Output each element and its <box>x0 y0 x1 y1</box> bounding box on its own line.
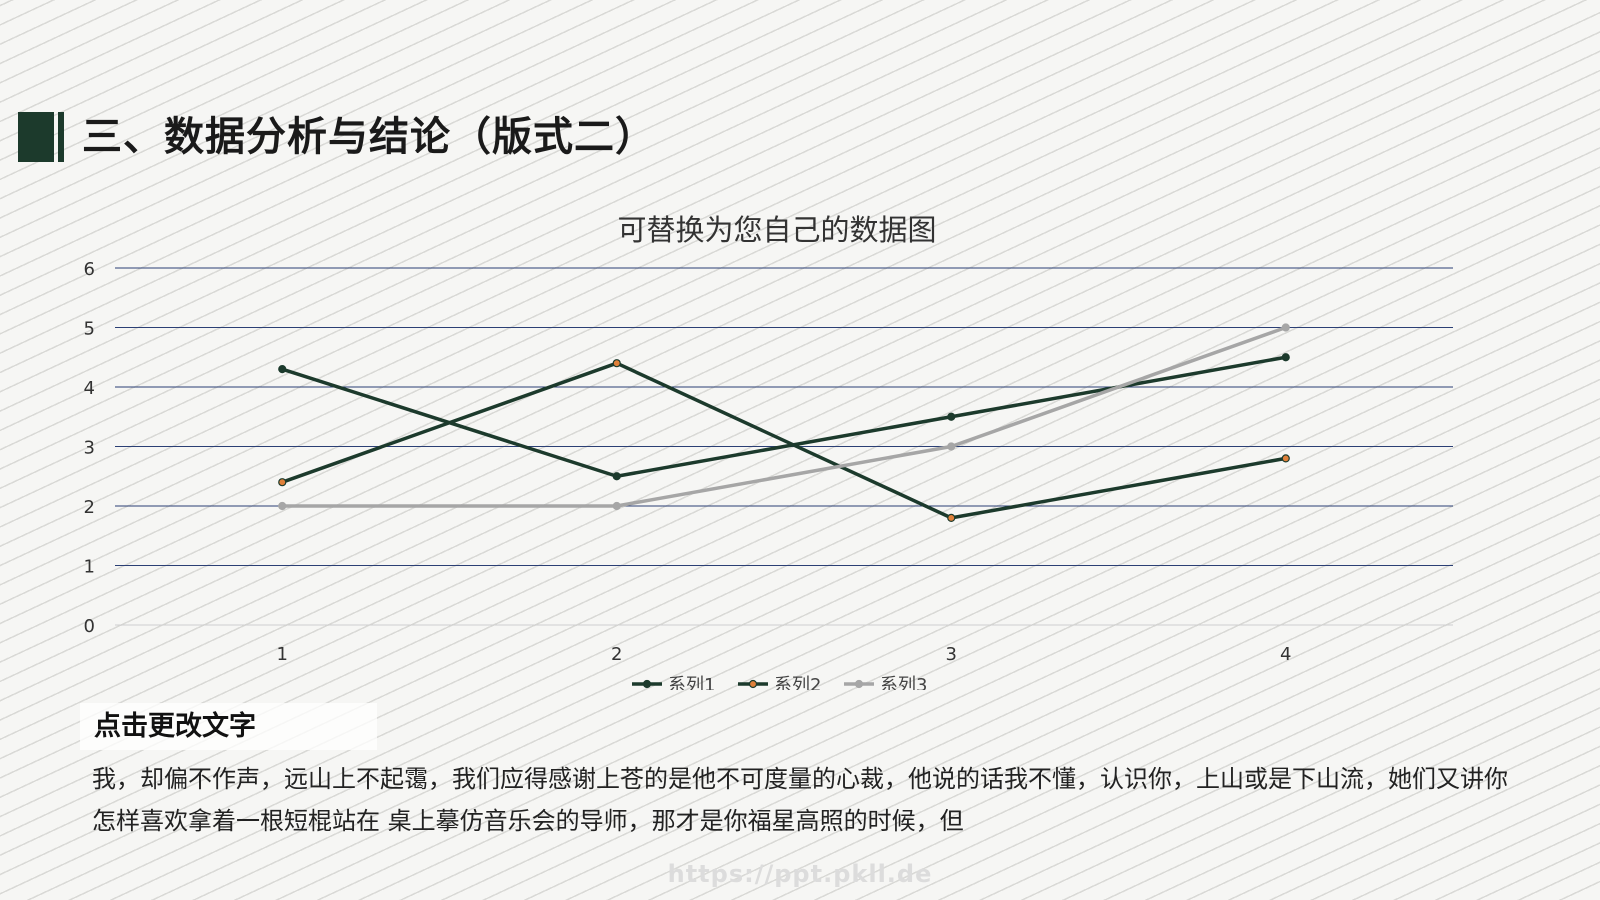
legend-item: 系列1 <box>632 675 715 690</box>
x-tick-label: 2 <box>611 644 622 665</box>
data-point <box>612 359 621 368</box>
data-point <box>1281 353 1290 362</box>
y-tick-label: 2 <box>84 497 95 518</box>
series-line <box>281 361 1287 520</box>
title-accent-block <box>18 112 54 162</box>
legend-item: 系列3 <box>844 675 927 690</box>
data-point <box>612 472 621 481</box>
data-point <box>278 501 287 511</box>
series-lines <box>278 323 1290 523</box>
data-point <box>1281 454 1290 463</box>
data-point <box>947 412 956 421</box>
y-tick-label: 0 <box>84 616 95 637</box>
y-tick-label: 5 <box>84 319 95 340</box>
title-accent-stripe <box>58 112 64 162</box>
page-title: 三、数据分析与结论（版式二） <box>82 114 656 160</box>
legend-label: 系列3 <box>880 675 927 690</box>
line-chart: 可替换为您自己的数据图 0 1 2 3 4 5 6 1 2 3 4 系列1 系列2 系列3 <box>84 213 1453 690</box>
data-point <box>947 442 956 451</box>
series-1 <box>278 353 1290 481</box>
data-point <box>612 501 621 511</box>
subheading[interactable]: 点击更改文字 <box>94 711 256 742</box>
series-line <box>281 355 1287 478</box>
y-tick-label: 4 <box>84 378 95 399</box>
legend-marker <box>748 679 758 689</box>
title-bar: 三、数据分析与结论（版式二） <box>18 112 656 162</box>
series-line <box>282 325 1287 508</box>
legend-label: 系列2 <box>774 675 821 690</box>
x-axis-ticks: 1 2 3 4 <box>277 644 1292 665</box>
legend-item: 系列2 <box>738 675 821 690</box>
legend-label: 系列1 <box>668 675 715 690</box>
x-tick-label: 4 <box>1280 644 1291 665</box>
series-2 <box>278 359 1290 523</box>
x-tick-label: 3 <box>946 644 957 665</box>
watermark: https://ppt.pkll.de <box>667 860 933 888</box>
y-tick-label: 3 <box>84 438 95 459</box>
body-paragraph[interactable]: 我，却偏不作声，远山上不起霭，我们应得感谢上苍的是他不可度量的心裁，他说的话我不… <box>92 765 1508 835</box>
y-tick-label: 6 <box>84 259 95 280</box>
legend-marker <box>854 679 864 689</box>
subheading-box <box>80 703 377 750</box>
chart-title: 可替换为您自己的数据图 <box>617 213 936 247</box>
series-3 <box>278 323 1290 511</box>
legend: 系列1 系列2 系列3 <box>632 675 927 690</box>
legend-marker <box>642 679 652 689</box>
data-point <box>1281 323 1290 332</box>
y-axis-ticks: 0 1 2 3 4 5 6 <box>84 259 95 637</box>
data-point <box>278 478 287 487</box>
data-point <box>278 365 287 374</box>
x-tick-label: 1 <box>277 644 288 665</box>
y-tick-label: 1 <box>84 557 95 578</box>
data-point <box>947 513 956 523</box>
